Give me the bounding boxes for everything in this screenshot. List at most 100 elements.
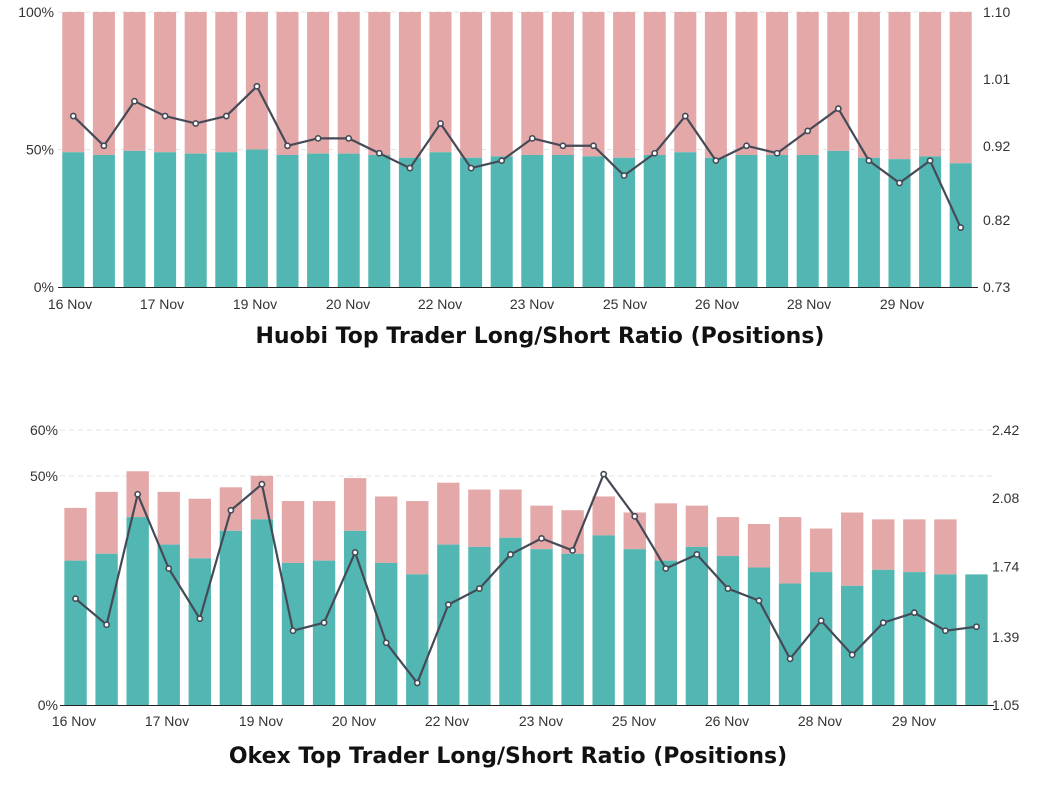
huobi-long-bar <box>613 157 636 287</box>
okex-long-bar <box>903 572 926 705</box>
huobi-long-bar <box>766 155 789 287</box>
okex-long-bar <box>375 562 398 705</box>
okex-ratio-point <box>444 601 452 609</box>
okex-x-tick-label: 28 Nov <box>798 713 842 729</box>
huobi-long-bar <box>92 155 115 287</box>
okex-ratio-point <box>724 585 732 592</box>
huobi-ratio-point <box>161 112 169 120</box>
okex-short-bar <box>747 523 771 568</box>
okex-short-bar <box>716 517 740 557</box>
okex-long-bar <box>312 560 336 705</box>
okex-x-tick-label: 25 Nov <box>612 713 656 729</box>
huobi-short-bar <box>766 12 789 155</box>
okex-long-bar <box>499 537 522 705</box>
huobi-ratio-point <box>192 120 200 127</box>
okex-long-bar <box>437 544 460 705</box>
huobi-x-tick-label: 22 Nov <box>418 296 462 312</box>
huobi-short-bar <box>245 12 268 150</box>
huobi-x-tick-label: 26 Nov <box>695 296 739 312</box>
okex-short-bar <box>437 482 460 545</box>
okex-long-bar <box>188 558 211 705</box>
huobi-ratio-point <box>69 112 77 120</box>
huobi-short-bar <box>674 12 697 153</box>
huobi-ratio-point <box>437 120 444 127</box>
huobi-short-bar <box>215 12 238 153</box>
okex-ratio-point <box>507 551 514 558</box>
huobi-long-bar <box>154 152 177 287</box>
okex-ratio-point <box>600 470 608 478</box>
huobi-short-bar <box>796 12 819 155</box>
okex-short-bar <box>903 519 926 573</box>
huobi-ratio-point <box>590 142 597 150</box>
okex-short-bar <box>406 501 429 575</box>
huobi-ratio-point <box>284 142 291 150</box>
okex-x-tick-label: 26 Nov <box>705 713 749 729</box>
huobi-ratio-point <box>926 157 934 165</box>
okex-ratio-point <box>413 679 421 687</box>
huobi-ratio-line <box>72 85 962 228</box>
okex-ratio-point <box>165 565 173 572</box>
okex-long-bar <box>934 574 957 705</box>
okex-short-bar <box>685 505 709 547</box>
okex-ratio-point <box>72 595 79 603</box>
okex-short-bar <box>530 505 553 550</box>
huobi-long-bar <box>398 157 421 287</box>
okex-ratio-point <box>103 621 110 629</box>
okex-ratio-point <box>538 534 545 542</box>
huobi-long-bar <box>368 155 391 287</box>
huobi-long-bar <box>827 150 850 287</box>
huobi-long-bar <box>674 152 697 287</box>
okex-long-bar <box>716 556 740 705</box>
okex-short-bar <box>809 528 833 573</box>
huobi-chart-title: Huobi Top Trader Long/Short Ratio (Posit… <box>256 324 825 349</box>
huobi-short-bar <box>888 12 911 160</box>
okex-right-tick-label: 1.74 <box>992 558 1019 574</box>
huobi-short-bar <box>154 12 177 153</box>
huobi-left-tick-label: 0% <box>34 279 54 295</box>
okex-right-tick-label: 2.42 <box>992 422 1019 438</box>
okex-long-bar <box>219 530 243 705</box>
okex-short-bar <box>312 501 336 561</box>
huobi-ratio-point <box>896 179 903 187</box>
okex-left-tick-label: 50% <box>30 468 58 484</box>
huobi-long-bar <box>245 149 268 287</box>
huobi-short-bar <box>704 12 727 158</box>
okex-short-bar <box>499 489 522 538</box>
okex-ratio-point <box>910 609 918 617</box>
huobi-long-bar <box>582 156 605 287</box>
huobi-short-bar <box>184 12 207 154</box>
huobi-x-tick-label: 29 Nov <box>880 296 924 312</box>
huobi-long-bar <box>796 155 819 287</box>
huobi-x-tick-label: 17 Nov <box>140 296 184 312</box>
huobi-long-bar <box>857 157 880 287</box>
huobi-x-tick-label: 16 Nov <box>48 296 92 312</box>
okex-x-tick-label: 16 Nov <box>52 713 96 729</box>
huobi-long-bar <box>704 157 727 287</box>
huobi-long-bar <box>551 155 574 287</box>
okex-ratio-point <box>879 619 887 627</box>
huobi-ratio-point <box>865 157 873 165</box>
okex-short-bar <box>623 512 646 550</box>
huobi-ratio-point <box>253 82 261 90</box>
okex-short-bar <box>375 496 398 563</box>
huobi-x-tick-label: 19 Nov <box>233 296 277 312</box>
huobi-ratio-point <box>834 105 842 113</box>
okex-long-bar <box>250 519 274 705</box>
okex-long-bar <box>623 549 646 705</box>
okex-long-bar <box>64 560 87 705</box>
okex-short-bar <box>654 503 677 561</box>
huobi-right-tick-label: 0.92 <box>983 138 1010 154</box>
okex-right-tick-label: 2.08 <box>992 490 1019 506</box>
huobi-x-tick-label: 23 Nov <box>510 296 554 312</box>
huobi-long-bar <box>490 156 513 287</box>
huobi-short-bar <box>398 12 421 158</box>
huobi-ratio-point <box>131 97 138 105</box>
huobi-long-bar <box>460 157 483 287</box>
huobi-long-bar <box>184 153 207 287</box>
okex-short-bar <box>188 498 211 559</box>
okex-ratio-point <box>134 490 142 498</box>
huobi-short-bar <box>490 12 513 157</box>
okex-left-tick-label: 0% <box>38 697 58 713</box>
okex-long-bar <box>592 535 615 705</box>
